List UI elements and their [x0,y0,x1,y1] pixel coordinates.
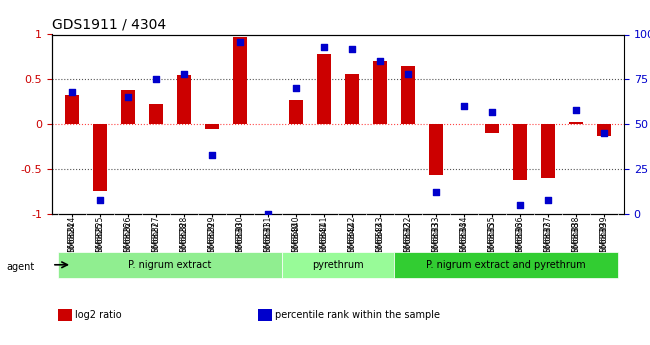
Text: GSM66841: GSM66841 [320,216,328,257]
Point [235,39,245,45]
Point [571,107,582,112]
Text: GSM66839: GSM66839 [600,216,609,257]
Text: GSM66825: GSM66825 [95,216,104,257]
Text: GSM66836: GSM66836 [515,216,525,257]
Text: GSM66842: GSM66842 [348,216,356,257]
Bar [514,124,527,180]
Point [179,71,189,77]
Text: GSM66835: GSM66835 [488,216,497,257]
Bar [485,124,499,133]
Text: GSM66828: GSM66828 [179,216,188,257]
Point [207,152,217,157]
Point [459,104,469,109]
Text: GSM66831: GSM66831 [263,216,272,257]
Bar [317,54,331,124]
Point [515,202,525,208]
Text: percentile rank within the sample: percentile rank within the sample [275,310,440,320]
Point [543,197,554,202]
Text: GSM66840: GSM66840 [291,216,300,257]
Text: GSM66837: GSM66837 [544,216,552,257]
Point [66,89,77,95]
Text: GDS1911 / 4304: GDS1911 / 4304 [52,18,166,32]
Bar [64,95,79,124]
Point [403,71,413,77]
Text: pyrethrum: pyrethrum [312,260,364,270]
Text: agent: agent [6,263,34,272]
Point [291,86,301,91]
Text: GSM66824: GSM66824 [67,216,76,257]
Bar [569,121,583,124]
Point [599,130,610,136]
Bar [121,90,135,124]
Bar [541,124,555,178]
Text: GSM66826: GSM66826 [124,216,132,257]
Text: GSM66832: GSM66832 [404,216,413,257]
Point [431,190,441,195]
Text: GSM66827: GSM66827 [151,216,161,257]
Bar [258,309,272,321]
Bar [93,124,107,191]
Text: GSM66843: GSM66843 [376,216,385,257]
Text: GSM66834: GSM66834 [460,216,469,257]
Point [151,77,161,82]
Point [347,46,358,52]
Bar [282,252,394,278]
Point [487,109,497,115]
Point [318,44,329,50]
Text: log2 ratio: log2 ratio [75,310,122,320]
Text: GSM66833: GSM66833 [432,216,441,257]
Bar [149,105,162,124]
Bar [394,252,618,278]
Bar [401,66,415,124]
Bar [289,100,303,124]
Bar [429,124,443,175]
Bar [233,37,247,124]
Bar [373,61,387,124]
Bar [345,74,359,124]
Text: GSM66838: GSM66838 [572,216,581,257]
Text: GSM66829: GSM66829 [207,216,216,257]
Bar [177,75,191,124]
Point [94,197,105,202]
Point [263,211,273,217]
Bar [58,309,72,321]
Bar [205,124,219,129]
Text: P. nigrum extract: P. nigrum extract [128,260,211,270]
Bar [58,252,282,278]
Point [375,59,385,64]
Bar [597,124,612,136]
Text: P. nigrum extract and pyrethrum: P. nigrum extract and pyrethrum [426,260,586,270]
Point [122,95,133,100]
Text: GSM66830: GSM66830 [235,216,244,257]
